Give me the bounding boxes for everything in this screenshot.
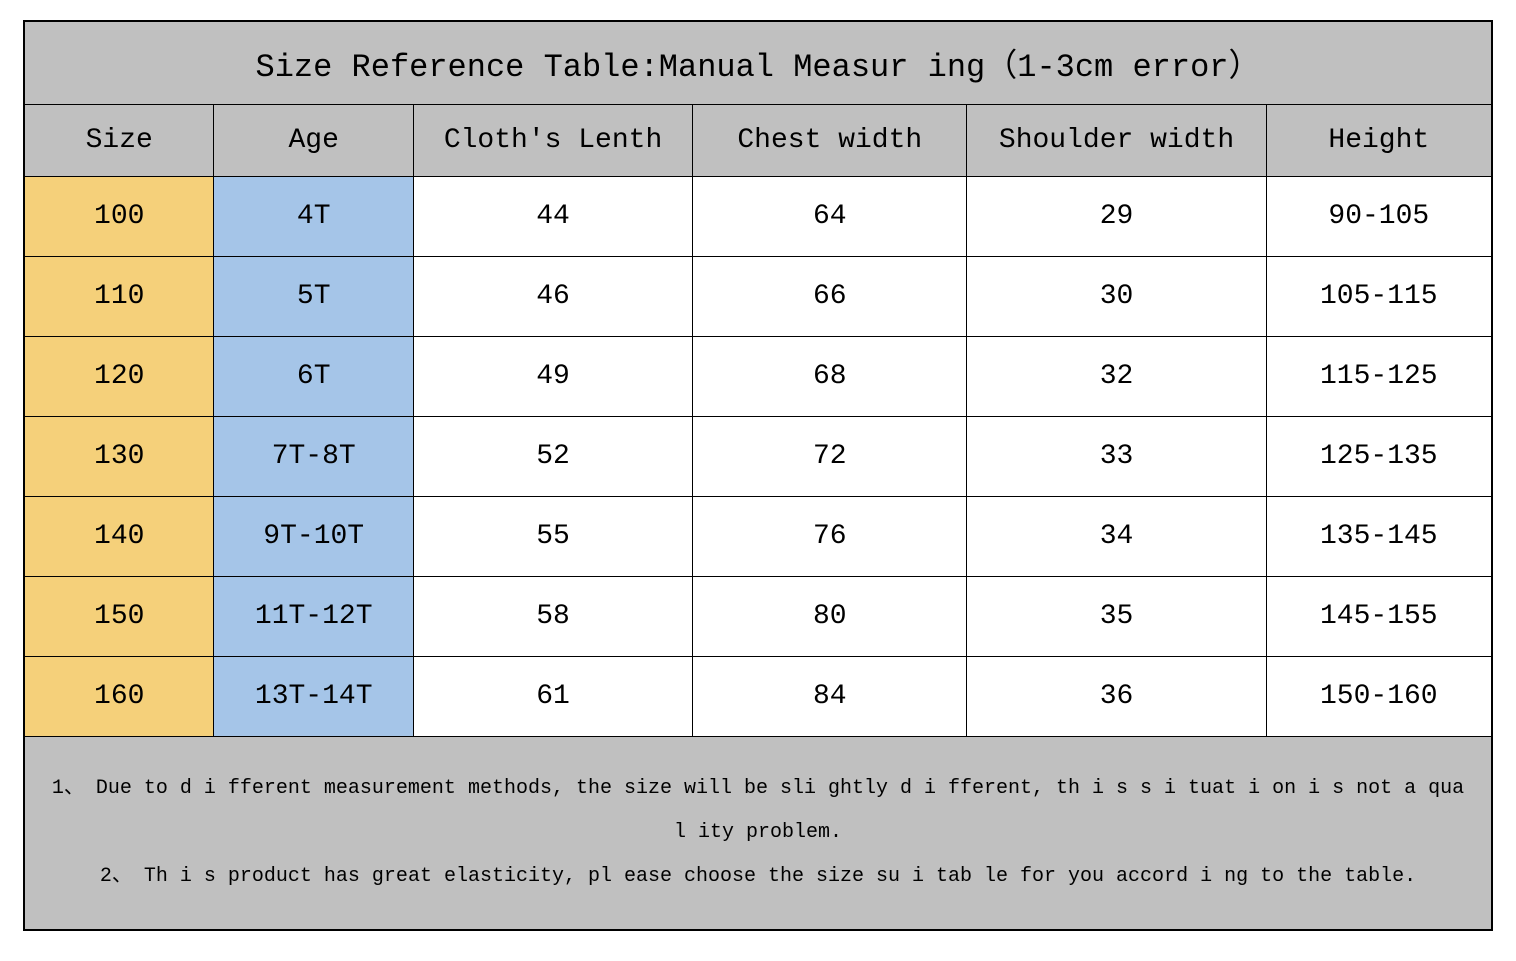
footer-note-1: 1、 Due to d i fferent measurement method… <box>45 767 1471 855</box>
cell-age: 4T <box>214 177 413 256</box>
cell-age: 11T-12T <box>214 577 413 656</box>
cell-size: 100 <box>25 177 214 256</box>
cell-size: 130 <box>25 417 214 496</box>
cell-age: 7T-8T <box>214 417 413 496</box>
cell-chest-width: 80 <box>693 577 967 656</box>
cell-cloth-length: 49 <box>414 337 693 416</box>
table-footer: 1、 Due to d i fferent measurement method… <box>25 737 1491 929</box>
cell-size: 150 <box>25 577 214 656</box>
cell-cloth-length: 61 <box>414 657 693 736</box>
cell-size: 140 <box>25 497 214 576</box>
table-row: 160 13T-14T 61 84 36 150-160 <box>25 657 1491 737</box>
cell-shoulder-width: 35 <box>967 577 1266 656</box>
cell-cloth-length: 44 <box>414 177 693 256</box>
cell-shoulder-width: 29 <box>967 177 1266 256</box>
cell-height: 115-125 <box>1267 337 1491 416</box>
cell-height: 90-105 <box>1267 177 1491 256</box>
table-row: 140 9T-10T 55 76 34 135-145 <box>25 497 1491 577</box>
header-cloth-length: Cloth's Lenth <box>414 105 693 176</box>
header-size: Size <box>25 105 214 176</box>
table-row: 120 6T 49 68 32 115-125 <box>25 337 1491 417</box>
cell-age: 5T <box>214 257 413 336</box>
table-row: 150 11T-12T 58 80 35 145-155 <box>25 577 1491 657</box>
cell-shoulder-width: 33 <box>967 417 1266 496</box>
table-title: Size Reference Table:Manual Measur ing（1… <box>25 22 1491 105</box>
cell-size: 120 <box>25 337 214 416</box>
cell-chest-width: 72 <box>693 417 967 496</box>
table-row: 130 7T-8T 52 72 33 125-135 <box>25 417 1491 497</box>
cell-shoulder-width: 36 <box>967 657 1266 736</box>
cell-age: 6T <box>214 337 413 416</box>
cell-height: 145-155 <box>1267 577 1491 656</box>
cell-size: 160 <box>25 657 214 736</box>
cell-height: 150-160 <box>1267 657 1491 736</box>
cell-chest-width: 64 <box>693 177 967 256</box>
cell-shoulder-width: 30 <box>967 257 1266 336</box>
cell-cloth-length: 52 <box>414 417 693 496</box>
table-row: 100 4T 44 64 29 90-105 <box>25 177 1491 257</box>
cell-chest-width: 84 <box>693 657 967 736</box>
cell-cloth-length: 46 <box>414 257 693 336</box>
footer-note-2: 2、 Th i s product has great elasticity, … <box>45 855 1471 899</box>
cell-size: 110 <box>25 257 214 336</box>
cell-shoulder-width: 34 <box>967 497 1266 576</box>
cell-chest-width: 66 <box>693 257 967 336</box>
header-height: Height <box>1267 105 1491 176</box>
cell-age: 13T-14T <box>214 657 413 736</box>
table-row: 110 5T 46 66 30 105-115 <box>25 257 1491 337</box>
cell-cloth-length: 58 <box>414 577 693 656</box>
header-age: Age <box>214 105 413 176</box>
size-table: Size Reference Table:Manual Measur ing（1… <box>23 20 1493 931</box>
cell-height: 135-145 <box>1267 497 1491 576</box>
header-chest-width: Chest width <box>693 105 967 176</box>
cell-chest-width: 68 <box>693 337 967 416</box>
cell-chest-width: 76 <box>693 497 967 576</box>
cell-age: 9T-10T <box>214 497 413 576</box>
cell-height: 125-135 <box>1267 417 1491 496</box>
cell-shoulder-width: 32 <box>967 337 1266 416</box>
header-shoulder-width: Shoulder width <box>967 105 1266 176</box>
cell-cloth-length: 55 <box>414 497 693 576</box>
table-header-row: Size Age Cloth's Lenth Chest width Shoul… <box>25 105 1491 177</box>
cell-height: 105-115 <box>1267 257 1491 336</box>
